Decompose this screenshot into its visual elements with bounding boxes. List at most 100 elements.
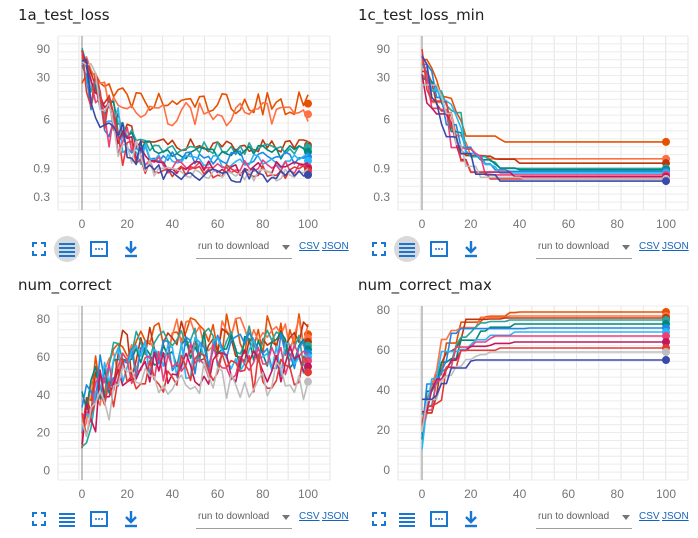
x-tick-label: 0 [79,217,86,231]
y-tick-label: 0.3 [373,190,390,204]
json-link[interactable]: JSON [322,511,349,522]
grid [397,35,689,211]
chart-plot[interactable]: 80 60 40 20 0 0 20 40 60 80 100 [0,270,340,538]
y-tick-label: 30 [377,71,391,85]
csv-link[interactable]: CSV [639,511,660,522]
chart-card-num-correct-max: num_correct_max 80 60 40 20 0 0 20 40 60 80 100 ru… [340,270,689,538]
series-end-point [304,110,312,119]
chart-title: num_correct_max [358,276,492,294]
x-tick-label: 0 [419,217,426,231]
series-line [421,74,666,170]
series-line [422,58,666,143]
run-download-placeholder: run to download [198,241,270,252]
y-tick-label: 20 [37,426,51,440]
chart-toolbar: run to download CSV JSON [366,504,689,534]
fit-domain-icon [90,511,108,527]
list-lines-icon [399,243,415,257]
x-tick-label: 40 [513,217,527,231]
download-button[interactable] [118,506,144,532]
download-icon [465,511,477,528]
series-end-point [662,137,670,146]
fit-domain-button[interactable] [86,506,112,532]
list-lines-icon [59,243,75,257]
series-end-point [662,338,670,346]
y-tick-label: 0.9 [33,161,50,175]
csv-link[interactable]: CSV [299,241,320,252]
fullscreen-button[interactable] [26,506,52,532]
download-button[interactable] [458,506,484,532]
series-line [81,50,309,169]
chart-plot[interactable]: 80 60 40 20 0 0 20 40 60 80 100 [340,270,698,538]
json-link[interactable]: JSON [322,241,349,252]
x-tick-label: 20 [121,487,135,501]
y-tick-label: 40 [377,383,391,397]
fit-domain-button[interactable] [426,236,452,262]
series-line [421,317,666,415]
csv-link[interactable]: CSV [639,241,660,252]
toggle-log-scale-button[interactable] [54,236,80,262]
x-tick-label: 80 [611,487,625,501]
chart-title: 1a_test_loss [18,6,110,24]
y-tick-label: 6 [43,112,50,126]
x-tick-label: 80 [256,217,270,231]
series-end-point [662,332,670,340]
series-line [421,55,666,182]
csv-link[interactable]: CSV [299,511,320,522]
run-download-select[interactable]: run to download [196,508,292,529]
y-tick-label: 0 [43,464,50,478]
fit-domain-button[interactable] [86,236,112,262]
series-line [81,336,309,432]
fullscreen-icon [32,512,46,526]
series-line [421,319,666,415]
series-line [421,315,666,435]
series-line [81,343,309,417]
x-tick-label: 100 [656,487,676,501]
fullscreen-button[interactable] [366,236,392,262]
series-end-point [662,356,670,364]
series-line [81,325,309,448]
list-lines-icon [399,513,415,527]
y-tick-label: 30 [37,71,51,85]
run-download-select[interactable]: run to download [536,508,632,529]
x-tick-label: 100 [298,487,318,501]
series-line [421,56,666,176]
chart-plot[interactable]: 90 30 6 0.9 0.3 0 20 40 60 80 100 [340,0,698,268]
fit-domain-icon [430,241,448,257]
series-line [81,361,309,438]
y-tick-label: 0 [383,463,390,477]
fullscreen-icon [32,242,46,256]
toggle-log-scale-button[interactable] [394,236,420,262]
series-end-point [304,368,312,377]
json-link[interactable]: JSON [662,511,689,522]
download-button[interactable] [118,236,144,262]
chart-plot[interactable]: 90 30 6 0.9 0.3 0 20 40 60 80 100 [0,0,340,268]
fullscreen-button[interactable] [26,236,52,262]
run-download-select[interactable]: run to download [196,238,292,259]
download-button[interactable] [458,236,484,262]
fit-domain-icon [90,241,108,257]
download-icon [465,241,477,258]
run-download-select[interactable]: run to download [536,238,632,259]
series-line [81,56,309,127]
series-line [422,66,666,174]
fit-domain-button[interactable] [426,506,452,532]
x-tick-label: 0 [419,487,426,501]
y-tick-label: 20 [377,423,391,437]
x-tick-label: 60 [211,217,225,231]
download-icon [125,511,137,528]
y-tick-label: 0.9 [373,161,390,175]
series-line [81,61,309,160]
list-lines-icon [59,513,75,527]
chevron-down-icon [622,245,630,250]
toggle-log-scale-button[interactable] [54,506,80,532]
json-link[interactable]: JSON [662,241,689,252]
toggle-log-scale-button[interactable] [394,506,420,532]
series-line [422,359,666,401]
fullscreen-icon [372,242,386,256]
y-tick-label: 40 [37,388,51,402]
x-tick-label: 80 [611,217,625,231]
chart-card-num-correct: num_correct 80 60 40 20 0 0 20 40 60 80 100 run to… [0,270,349,538]
fullscreen-button[interactable] [366,506,392,532]
series-end-point [304,99,312,108]
y-tick-label: 80 [377,303,391,317]
